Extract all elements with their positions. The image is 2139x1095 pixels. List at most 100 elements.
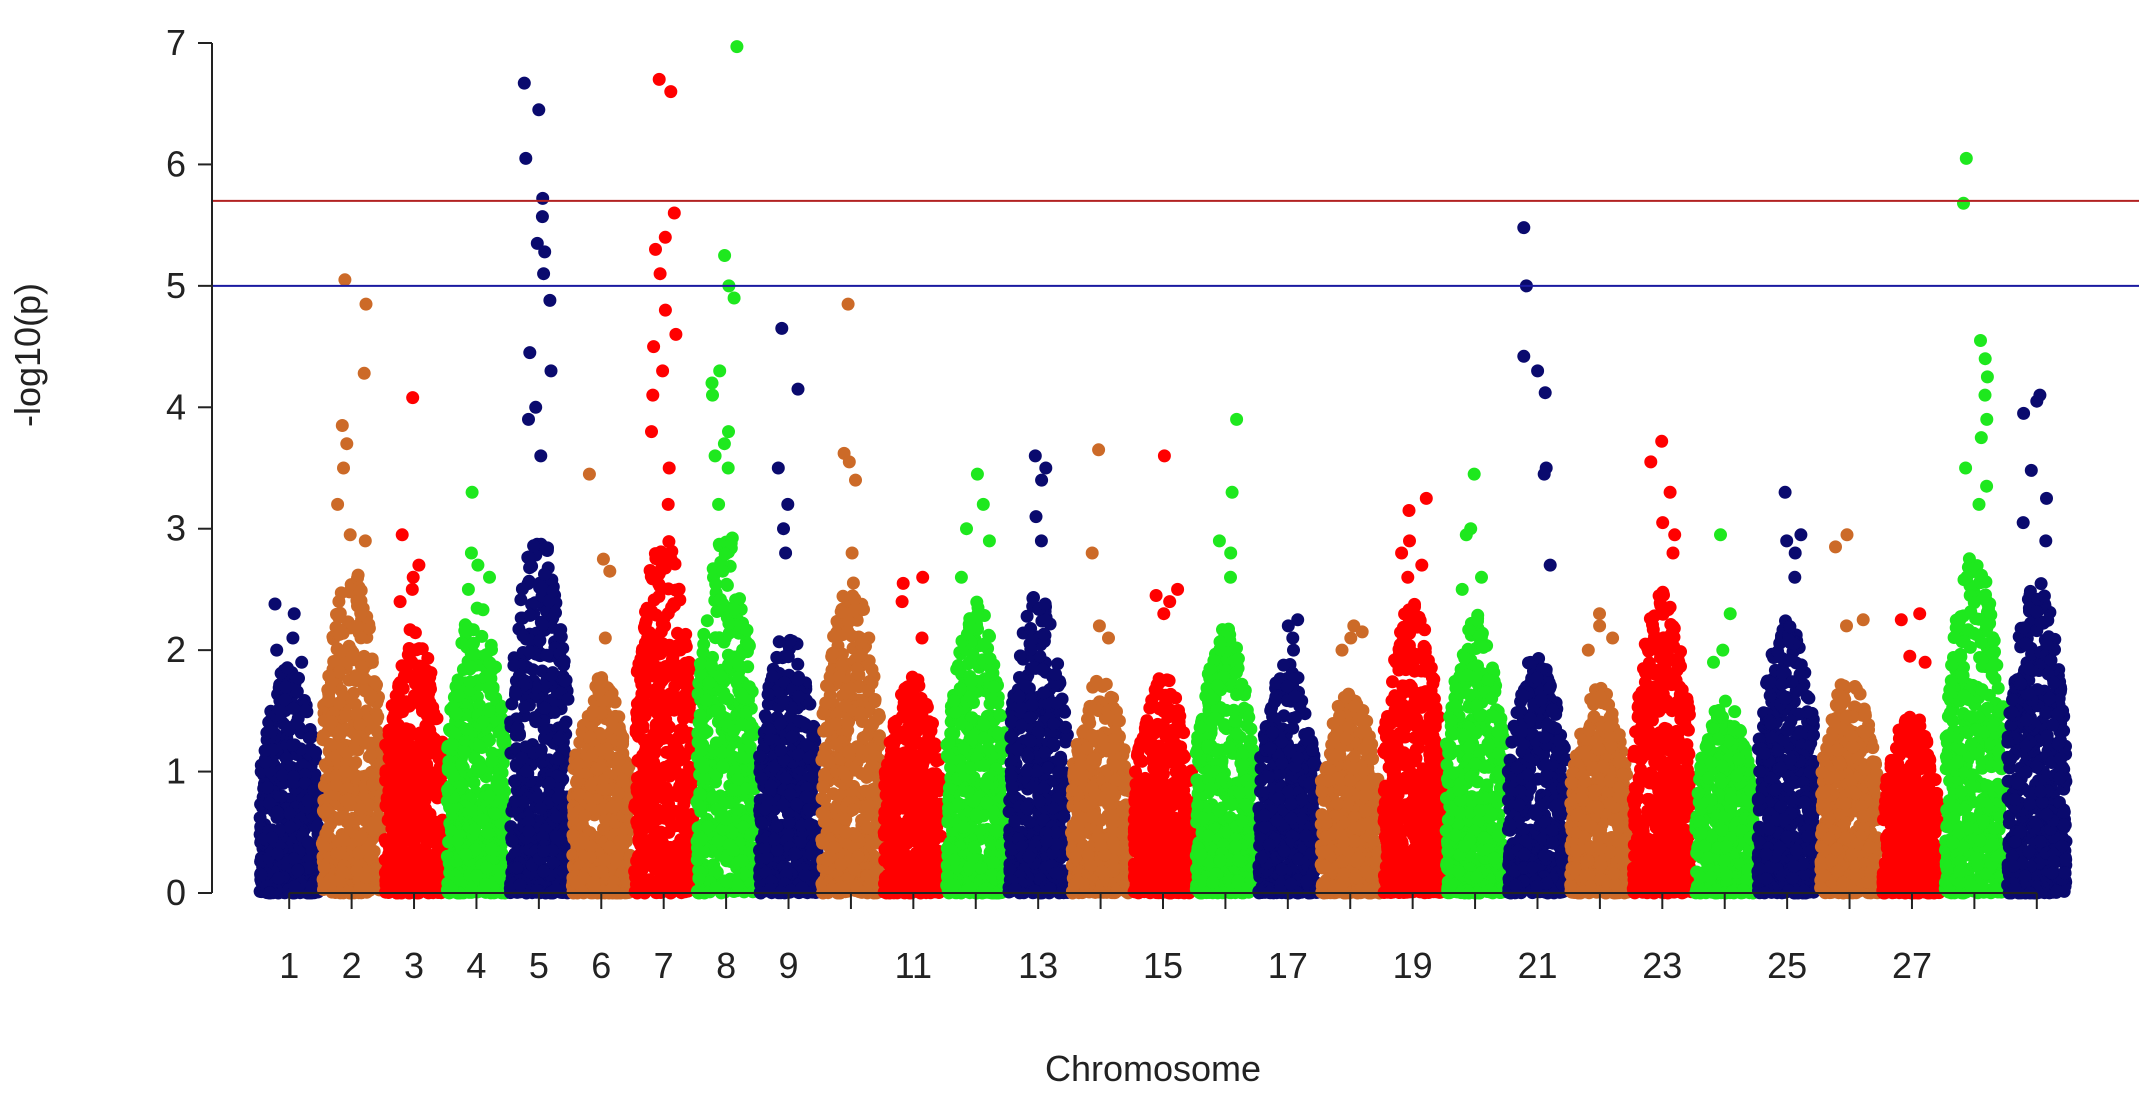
data-point (413, 726, 427, 740)
data-point (788, 847, 802, 861)
data-point (463, 675, 477, 689)
data-point (636, 719, 650, 733)
data-point (287, 701, 301, 715)
peak-point (712, 497, 726, 511)
peak-point (335, 419, 349, 432)
data-point (380, 800, 393, 813)
data-point (505, 697, 519, 711)
data-point (359, 871, 373, 884)
data-point (332, 595, 346, 608)
data-point (338, 764, 352, 778)
data-point (304, 730, 318, 744)
data-point (652, 590, 666, 603)
data-point (362, 621, 376, 635)
data-point (662, 535, 676, 549)
data-point (353, 717, 367, 731)
data-point (394, 790, 408, 804)
data-point (798, 868, 812, 882)
chromosome-4-points (440, 485, 513, 900)
data-point (349, 707, 363, 720)
chromosome-3-points (378, 391, 450, 900)
peak-point (667, 206, 681, 220)
data-point (382, 859, 396, 873)
data-point (352, 846, 366, 860)
data-point (792, 690, 806, 704)
peak-point (537, 267, 551, 281)
data-point (451, 834, 464, 847)
peak-point (658, 230, 672, 244)
data-point (534, 743, 548, 757)
peak-point (721, 461, 735, 475)
data-point (802, 751, 816, 765)
data-point (654, 625, 668, 639)
data-point (287, 770, 300, 784)
data-point (349, 670, 362, 684)
data-point (525, 559, 539, 573)
data-point (333, 665, 346, 679)
data-point (561, 692, 575, 706)
data-point (283, 820, 297, 834)
data-point (718, 547, 732, 561)
peak-point (582, 467, 596, 481)
data-point (349, 620, 363, 633)
data-point (732, 658, 746, 672)
data-point (700, 614, 714, 628)
data-point (479, 648, 493, 662)
data-point (316, 733, 330, 747)
data-point (785, 730, 799, 744)
data-point (263, 886, 277, 900)
data-point (727, 602, 741, 616)
chromosome-10-points (815, 297, 887, 900)
data-point (719, 812, 733, 826)
peak-point (395, 528, 409, 542)
data-point (482, 789, 496, 803)
data-point (505, 834, 519, 848)
data-point (329, 778, 343, 792)
data-point (272, 871, 286, 885)
chromosome-7-points (628, 72, 700, 900)
data-point (653, 809, 667, 823)
data-point (781, 650, 795, 664)
data-point (770, 819, 784, 833)
chromosome-1-points (253, 597, 325, 900)
data-point (451, 673, 465, 687)
data-point (349, 769, 363, 783)
peak-point (649, 242, 662, 256)
data-point (612, 753, 626, 767)
data-point (790, 797, 804, 811)
data-point (254, 868, 268, 882)
peak-point (596, 552, 610, 566)
peak-point (664, 85, 678, 99)
data-point (522, 824, 536, 838)
data-point (390, 753, 404, 767)
peak-point (405, 582, 419, 596)
peak-point (519, 151, 533, 165)
data-point (292, 671, 305, 685)
data-point (697, 627, 711, 641)
data-point (611, 787, 625, 801)
data-point (455, 758, 469, 772)
data-point (488, 807, 502, 821)
data-point (804, 847, 818, 861)
data-point (364, 748, 378, 762)
data-point (341, 782, 354, 796)
data-point (668, 557, 682, 571)
data-point (647, 746, 661, 760)
peak-point (295, 655, 309, 669)
data-point (742, 637, 756, 651)
data-point (598, 782, 612, 796)
peak-point (461, 582, 475, 596)
data-point (633, 836, 646, 849)
peak-point (717, 437, 731, 451)
data-point (475, 813, 489, 827)
data-point (774, 743, 788, 757)
peak-point (343, 528, 357, 542)
data-point (336, 865, 350, 879)
peak-point (483, 570, 496, 584)
data-point (385, 732, 399, 746)
data-point (767, 833, 781, 847)
chromosome-9-points (753, 321, 825, 900)
data-point (631, 664, 644, 678)
data-point (332, 696, 346, 710)
data-point (631, 771, 644, 785)
